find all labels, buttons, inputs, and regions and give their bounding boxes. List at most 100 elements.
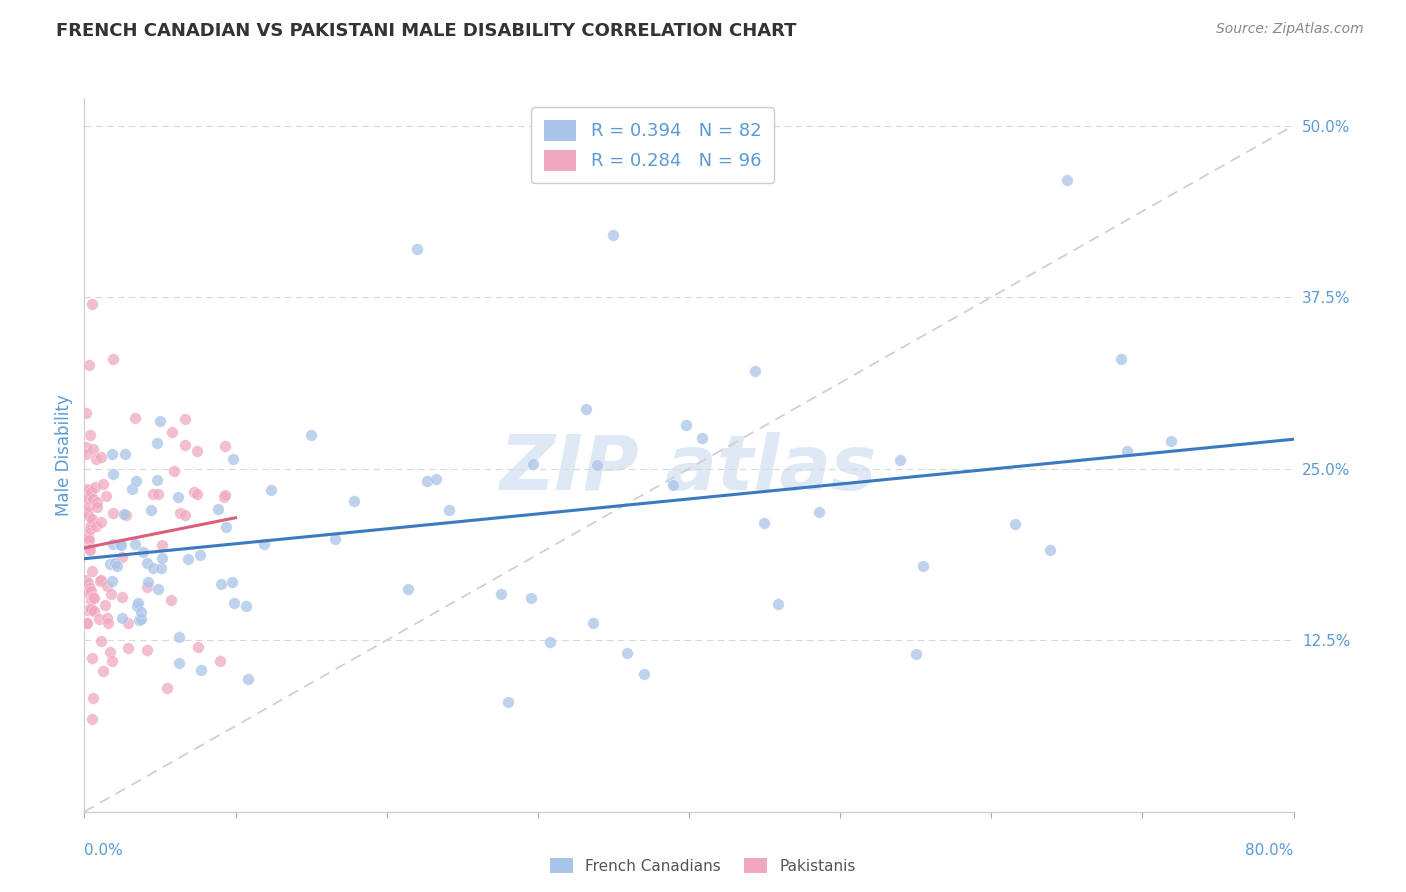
Point (439, 503, 461, 517)
Point (101, 467, 124, 481)
Point (807, 505, 830, 519)
Point (186, 487, 208, 501)
Point (616, 646, 638, 660)
Point (79, 521, 101, 535)
Point (76, 585, 98, 599)
Point (222, 452, 245, 467)
Point (135, 580, 157, 594)
Point (135, 556, 157, 570)
Point (76, 491, 98, 505)
Point (77, 533, 100, 548)
Point (519, 591, 541, 605)
Text: ZIP atlas: ZIP atlas (501, 433, 877, 506)
Point (209, 576, 232, 591)
Point (111, 590, 134, 604)
Point (174, 411, 197, 425)
Point (83, 591, 105, 606)
Point (662, 478, 685, 492)
Point (1116, 443, 1139, 458)
Point (124, 537, 146, 551)
Point (522, 457, 544, 471)
Point (156, 681, 179, 696)
Point (169, 506, 191, 520)
Point (100, 587, 122, 601)
Point (84, 519, 107, 533)
Point (76, 504, 98, 518)
Point (141, 503, 163, 517)
Point (142, 487, 165, 501)
Point (80, 603, 103, 617)
Point (82, 690, 104, 705)
Point (538, 634, 561, 648)
Point (602, 228, 624, 243)
Point (87, 612, 110, 626)
Point (83, 604, 105, 618)
Point (114, 508, 136, 522)
Point (1109, 351, 1132, 366)
Point (94, 489, 117, 503)
Point (299, 427, 322, 442)
Point (128, 613, 150, 627)
Point (127, 596, 149, 610)
Point (114, 447, 136, 461)
Point (690, 431, 713, 445)
Point (75, 616, 97, 631)
Point (675, 418, 697, 433)
Point (904, 647, 927, 661)
Point (90, 450, 112, 465)
Point (80, 516, 103, 530)
Point (101, 654, 124, 668)
Point (101, 574, 124, 589)
Point (173, 508, 195, 522)
Point (149, 560, 172, 574)
Point (86, 495, 108, 509)
Point (111, 550, 134, 565)
Point (150, 551, 173, 566)
Point (214, 488, 236, 502)
Point (91, 477, 114, 491)
Point (754, 516, 776, 530)
Point (146, 435, 169, 450)
Point (142, 561, 165, 575)
Text: 80.0%: 80.0% (1246, 843, 1294, 858)
Point (323, 532, 346, 546)
Legend: R = 0.394   N = 82, R = 0.284   N = 96: R = 0.394 N = 82, R = 0.284 N = 96 (531, 107, 775, 183)
Point (121, 482, 143, 496)
Point (586, 458, 609, 472)
Point (84, 451, 107, 466)
Point (406, 242, 429, 256)
Point (80, 297, 103, 311)
Point (425, 472, 447, 486)
Point (188, 548, 211, 562)
Point (90, 634, 112, 648)
Point (160, 592, 183, 607)
Point (86, 500, 108, 515)
Point (214, 520, 236, 534)
Point (190, 663, 212, 677)
Point (79, 593, 101, 607)
Point (214, 491, 236, 505)
Point (491, 587, 513, 601)
Point (103, 536, 125, 550)
Point (79, 541, 101, 556)
Point (1004, 516, 1026, 531)
Point (90, 515, 112, 529)
Point (149, 414, 172, 428)
Point (76, 482, 98, 496)
Point (214, 438, 236, 452)
Text: FRENCH CANADIAN VS PAKISTANI MALE DISABILITY CORRELATION CHART: FRENCH CANADIAN VS PAKISTANI MALE DISABI… (56, 22, 797, 40)
Point (76, 529, 98, 543)
Point (77, 483, 100, 498)
Point (633, 667, 655, 681)
Point (96, 579, 118, 593)
Point (82, 442, 104, 456)
Point (167, 656, 190, 670)
Point (76, 531, 98, 545)
Point (889, 453, 911, 467)
Legend: French Canadians, Pakistanis: French Canadians, Pakistanis (544, 852, 862, 880)
Point (135, 642, 157, 657)
Point (93, 598, 115, 612)
Point (146, 487, 169, 501)
Text: 0.0%: 0.0% (84, 843, 124, 858)
Point (90, 574, 112, 588)
